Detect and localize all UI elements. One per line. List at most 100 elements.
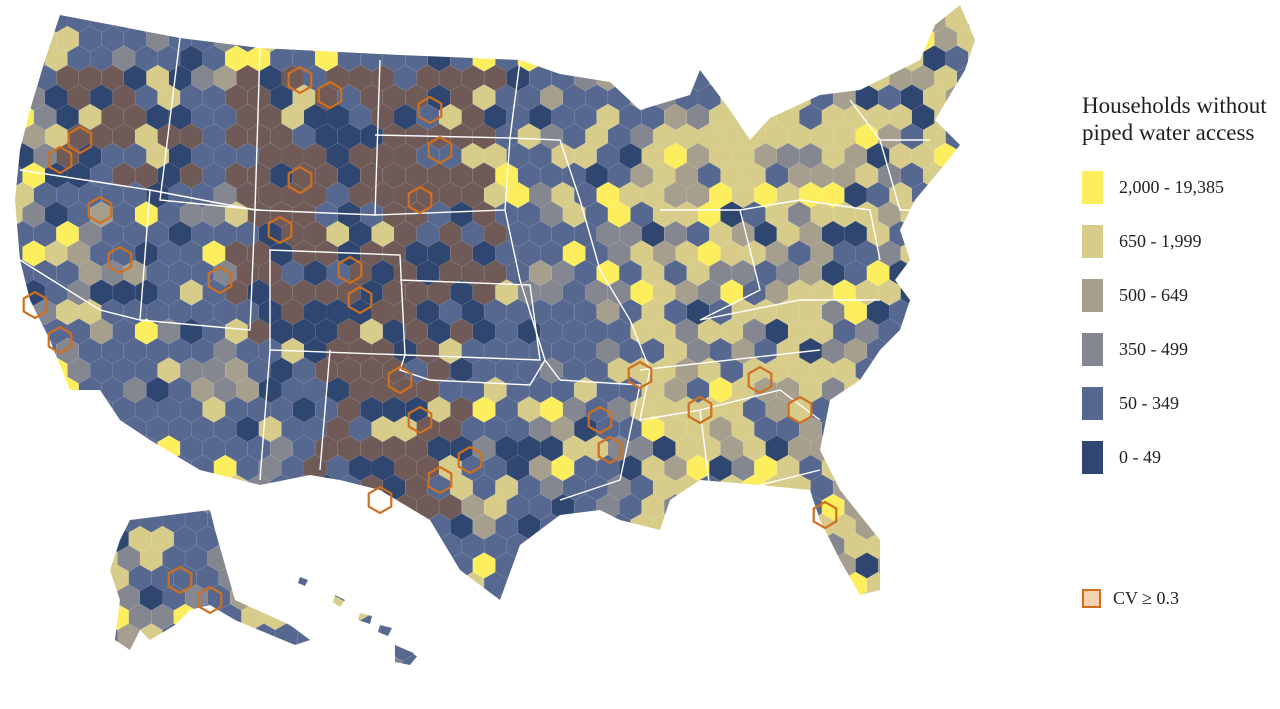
hexagon-cell — [528, 5, 552, 14]
hexagon-cell — [967, 240, 975, 267]
hexagon-cell — [844, 25, 868, 53]
hexagon-cell — [0, 572, 11, 598]
hexagon-cell — [297, 545, 310, 572]
hexagon-cell — [866, 415, 890, 443]
hexagon-cell — [731, 493, 755, 521]
hexagon-cell — [123, 5, 147, 14]
hexagon-cell — [765, 513, 789, 540]
hexagon-cell — [382, 6, 406, 33]
hexagon-cell — [0, 143, 11, 169]
hexagon-cell — [191, 5, 215, 14]
hexagon-cell — [945, 435, 969, 462]
cv-outline — [47, 325, 73, 355]
hexagon-cell — [889, 5, 913, 14]
cv-outline — [597, 435, 623, 465]
hexagon-cell — [303, 5, 327, 14]
hexagon-cell — [438, 5, 462, 14]
hexagon-cell — [934, 337, 958, 365]
hexagon-cell — [528, 532, 552, 560]
hexagon-cell — [980, 377, 1003, 403]
hexagon-cell — [922, 279, 946, 306]
hexagon-cell — [900, 591, 924, 600]
hexagon-cell — [832, 435, 856, 462]
hexagon-cell — [911, 454, 935, 482]
map-markers — [22, 65, 838, 615]
hexagon-cell — [402, 615, 418, 642]
hexagon-cell — [15, 396, 23, 423]
hexagon-cell — [697, 45, 721, 72]
hexagon-cell — [596, 532, 620, 560]
hexagon-cell — [368, 634, 392, 662]
hexagon-cell — [281, 25, 305, 53]
hexagon-cell — [765, 45, 789, 72]
hexagon-cell — [89, 474, 113, 501]
hexagon-cell — [607, 552, 631, 579]
cv-outline — [47, 145, 73, 175]
hexagon-cell — [314, 513, 338, 540]
hexagon-cell — [844, 64, 868, 92]
hexagon-cell — [956, 571, 975, 599]
hexagon-cell — [922, 513, 946, 540]
hexagon-cell — [15, 415, 35, 443]
hexagon-cell — [298, 577, 302, 584]
hexagon-cell — [686, 532, 710, 560]
hexagon-cell — [922, 591, 946, 600]
hexagon-cell — [765, 552, 789, 579]
hexagon-cell — [371, 25, 395, 53]
hexagon-cell — [573, 532, 597, 560]
hexagon-cell — [900, 318, 924, 345]
hexagon-cell — [709, 532, 733, 560]
hexagon-cell — [506, 5, 530, 14]
hexagon-cell — [889, 532, 913, 560]
hexagon-cell — [754, 532, 778, 560]
hexagon-cell — [360, 513, 384, 540]
hexagon-cell — [618, 571, 642, 599]
hexagon-cell — [33, 5, 57, 14]
hexagon-cell — [911, 493, 935, 521]
hexagon-cell — [956, 415, 975, 443]
cv-outline — [627, 360, 653, 390]
hexagon-cell — [630, 6, 654, 33]
hexagon-cell — [742, 6, 766, 33]
hexagon-cell — [33, 493, 57, 521]
hexagon-cell — [297, 584, 310, 611]
hexagon-cell — [213, 5, 237, 14]
hexagon-cell — [889, 25, 913, 53]
hexagon-cell — [573, 25, 597, 53]
alaska-hexagons — [84, 487, 310, 650]
hexagon-cell — [44, 474, 68, 501]
hexagon-cell — [855, 45, 879, 72]
hexagon-cell — [84, 487, 107, 513]
hexagon-cell — [967, 279, 975, 306]
hexagon-cell — [945, 513, 969, 540]
hexagon-cell — [44, 435, 68, 462]
hexagon-cell — [652, 552, 676, 579]
hexagon-cell — [922, 240, 946, 267]
cv-outline — [22, 290, 48, 320]
hexagon-cell — [911, 376, 935, 404]
hexagon-cell — [269, 552, 293, 579]
hexagon-cell — [844, 415, 868, 443]
hexagon-cell — [956, 454, 975, 482]
cv-outline — [207, 265, 233, 295]
hex-map — [0, 5, 1003, 665]
hexagon-cell — [15, 376, 35, 404]
hexagon-cell — [731, 5, 755, 14]
hexagon-cell — [573, 571, 597, 599]
hexagon-cell — [776, 571, 800, 599]
hexagon-cell — [877, 396, 901, 423]
hexagon-cell — [405, 591, 429, 600]
hexagon-cell — [980, 299, 1003, 325]
hexagon-cell — [528, 25, 552, 53]
hexagon-cell — [967, 84, 975, 111]
legend-swatch — [1082, 278, 1103, 312]
legend-label: 2,000 - 19,385 — [1119, 176, 1224, 197]
legend-item: 50 - 349 — [1082, 376, 1277, 430]
hexagon-cell — [911, 532, 935, 560]
cv-outline — [317, 80, 343, 110]
legend-title-line-2: piped water access — [1082, 120, 1255, 145]
hexagon-cell — [263, 525, 287, 553]
hexagon-cell — [405, 513, 429, 540]
hexagon-cell — [562, 513, 586, 540]
hexagon-cell — [241, 642, 265, 650]
